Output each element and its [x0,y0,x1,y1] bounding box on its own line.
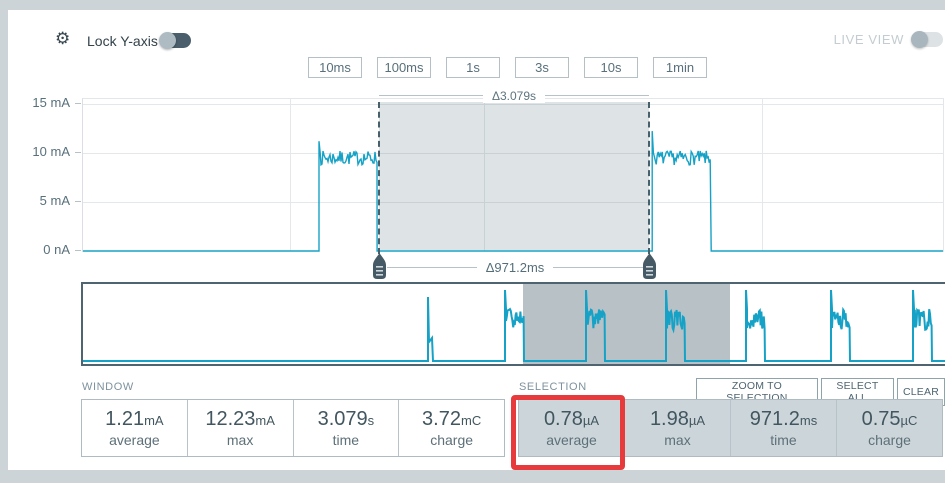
indicator-line [553,267,644,268]
selection-right-edge[interactable] [648,102,650,254]
main-panel: ⚙ Lock Y-axis LIVE VIEW 10ms 100ms 1s 3s 10s… [8,10,945,470]
y-axis-tick [75,201,81,202]
selection-group-label: SELECTION [519,381,587,393]
selection-stat-charge: 0.75µC charge [837,400,942,456]
selection-duration-label: Δ971.2ms [476,260,554,275]
toggle-knob [911,31,928,48]
current-waveform [83,99,943,252]
selection-left-edge[interactable] [378,102,380,254]
time-window-button-3s[interactable]: 3s [515,57,569,78]
indicator-line [545,95,650,96]
selection-stat-time: 971.2ms time [731,400,837,456]
live-view-label: LIVE VIEW [833,32,904,47]
selection-stat-max: 1.98µA max [625,400,731,456]
minimap-waveform [83,289,945,362]
indicator-line [387,267,477,268]
window-stat-time: 3.079s time [294,400,400,456]
y-axis-tick [75,250,81,251]
window-stat-max: 12.23mA max [188,400,294,456]
highlight-annotation [511,395,625,470]
time-window-button-1s[interactable]: 1s [446,57,500,78]
time-window-button-10ms[interactable]: 10ms [308,57,362,78]
selection-stat-average: 0.78µA average [519,400,625,456]
y-axis-label: 0 nA [43,242,70,257]
selection-stats: 0.78µA average 1.98µA max 971.2ms time 0.75µC c… [518,399,943,457]
time-window-buttons: 10ms 100ms 1s 3s 10s 1min [308,57,707,78]
time-window-button-1min[interactable]: 1min [653,57,707,78]
window-duration-label: Δ3.079s [482,88,546,103]
y-axis-label: 15 mA [32,95,70,110]
window-stat-charge: 3.72mC charge [422,408,482,448]
lock-y-axis-label: Lock Y-axis [87,33,158,49]
window-stat-average: 1.21mA average [82,400,188,456]
indicator-line [379,95,483,96]
toggle-knob [159,32,176,49]
minimap-window[interactable] [523,284,730,364]
window-group-label: WINDOW [82,381,134,393]
live-view-toggle[interactable] [911,31,943,48]
selection-duration-indicator: Δ971.2ms [387,260,644,275]
y-axis-label: 5 mA [39,193,70,208]
window-duration-indicator: Δ3.079s [379,88,650,103]
time-window-button-10s[interactable]: 10s [584,57,638,78]
lock-y-axis-toggle[interactable] [159,32,191,49]
gear-icon[interactable]: ⚙ [55,29,71,48]
minimap[interactable] [81,282,945,366]
chart-selection-region [379,102,649,250]
window-stats: 1.21mA average 12.23mA max 3.079s time 3.72mC c… [81,399,505,457]
selection-right-handle[interactable] [642,253,657,280]
y-axis-tick [75,152,81,153]
selection-left-handle[interactable] [372,253,387,280]
y-axis-label: 10 mA [32,144,70,159]
y-axis-tick [75,103,81,104]
time-window-button-100ms[interactable]: 100ms [377,57,431,78]
